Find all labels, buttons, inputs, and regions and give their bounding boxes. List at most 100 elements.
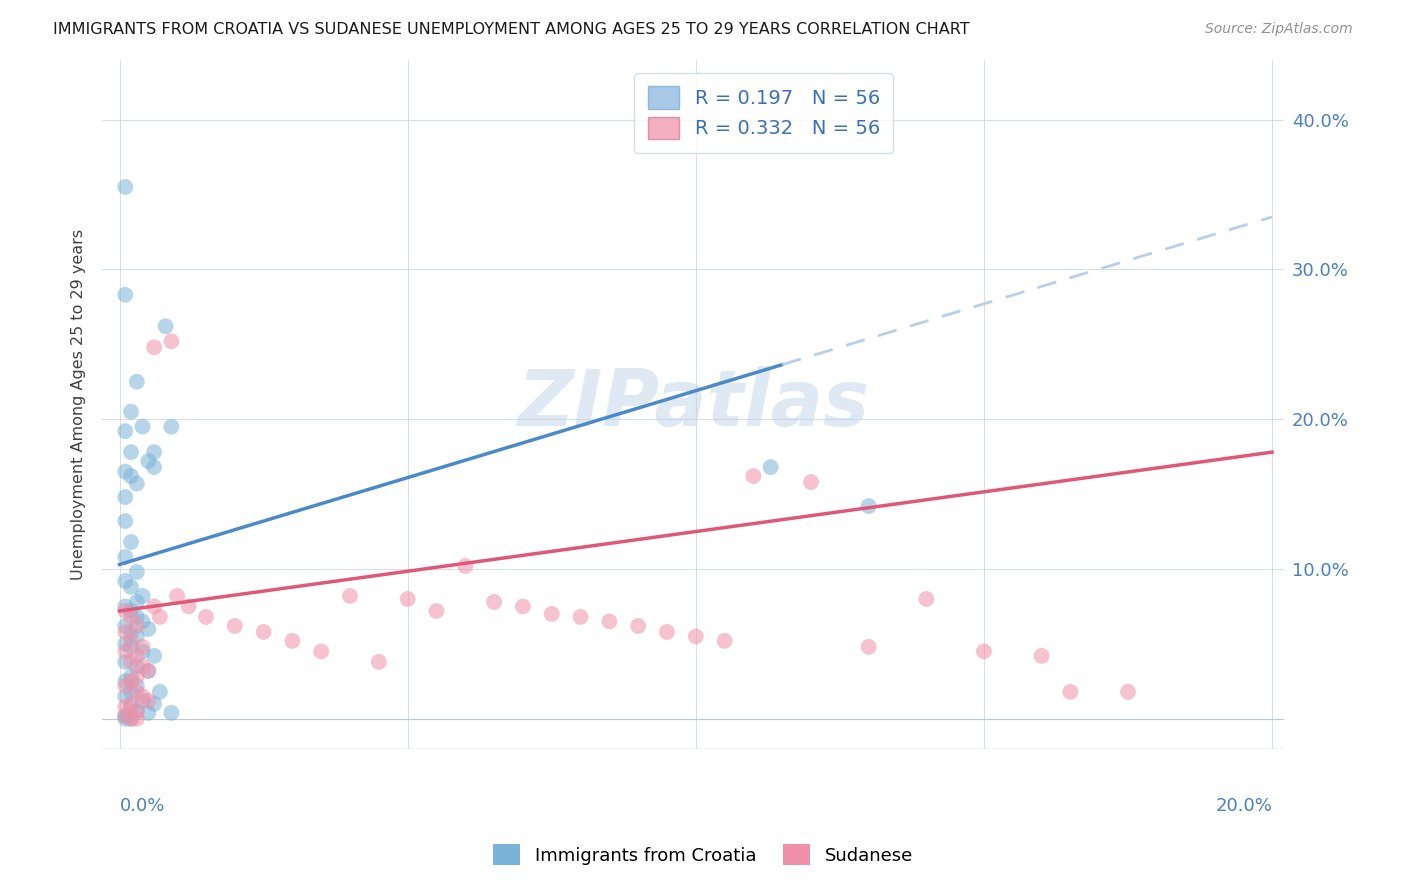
Point xyxy=(114,708,136,723)
Text: ZIPatlas: ZIPatlas xyxy=(517,367,869,442)
Point xyxy=(281,634,304,648)
Point xyxy=(136,622,159,636)
Point xyxy=(252,624,274,639)
Point xyxy=(120,580,142,594)
Point xyxy=(114,624,136,639)
Point xyxy=(143,599,166,614)
Point xyxy=(120,670,142,684)
Point xyxy=(131,690,153,704)
Point xyxy=(120,640,142,654)
Point xyxy=(114,690,136,704)
Point xyxy=(114,699,136,714)
Point xyxy=(120,712,142,726)
Point xyxy=(125,704,148,718)
Point xyxy=(125,619,148,633)
Point xyxy=(114,424,136,438)
Point xyxy=(114,619,136,633)
Point xyxy=(125,375,148,389)
Point xyxy=(627,619,650,633)
Point xyxy=(114,514,136,528)
Point xyxy=(655,624,678,639)
Point xyxy=(1031,648,1053,663)
Point xyxy=(160,334,183,349)
Point xyxy=(149,610,172,624)
Point xyxy=(114,599,136,614)
Point xyxy=(194,610,217,624)
Point xyxy=(114,490,136,504)
Point xyxy=(120,634,142,648)
Point xyxy=(309,644,332,658)
Point xyxy=(114,655,136,669)
Point xyxy=(120,610,142,624)
Point xyxy=(125,648,148,663)
Point xyxy=(114,465,136,479)
Point xyxy=(973,644,995,658)
Point xyxy=(742,469,765,483)
Point xyxy=(512,599,534,614)
Y-axis label: Unemployment Among Ages 25 to 29 years: Unemployment Among Ages 25 to 29 years xyxy=(72,228,86,580)
Point xyxy=(136,664,159,678)
Point xyxy=(136,664,159,678)
Text: Source: ZipAtlas.com: Source: ZipAtlas.com xyxy=(1205,22,1353,37)
Point xyxy=(125,704,148,718)
Legend: Immigrants from Croatia, Sudanese: Immigrants from Croatia, Sudanese xyxy=(486,837,920,872)
Point xyxy=(131,589,153,603)
Point xyxy=(131,644,153,658)
Legend: R = 0.197   N = 56, R = 0.332   N = 56: R = 0.197 N = 56, R = 0.332 N = 56 xyxy=(634,73,893,153)
Point xyxy=(177,599,200,614)
Point xyxy=(120,712,142,726)
Point xyxy=(915,591,938,606)
Point xyxy=(120,405,142,419)
Point xyxy=(120,624,142,639)
Point xyxy=(125,679,148,693)
Point xyxy=(120,535,142,549)
Point xyxy=(224,619,246,633)
Point xyxy=(136,706,159,720)
Point xyxy=(125,685,148,699)
Point xyxy=(143,648,166,663)
Point xyxy=(131,640,153,654)
Point xyxy=(125,629,148,643)
Point xyxy=(155,319,177,334)
Point xyxy=(120,655,142,669)
Point xyxy=(367,655,389,669)
Point xyxy=(125,670,148,684)
Point xyxy=(120,469,142,483)
Point xyxy=(125,595,148,609)
Point xyxy=(143,697,166,711)
Point xyxy=(114,549,136,564)
Point xyxy=(143,340,166,354)
Point xyxy=(713,634,735,648)
Point xyxy=(120,699,142,714)
Point xyxy=(120,604,142,618)
Point xyxy=(131,659,153,673)
Point xyxy=(114,604,136,618)
Point xyxy=(114,674,136,689)
Point xyxy=(114,180,136,194)
Point xyxy=(120,674,142,689)
Point xyxy=(120,685,142,699)
Point xyxy=(1116,685,1139,699)
Point xyxy=(114,708,136,723)
Point xyxy=(131,615,153,629)
Point xyxy=(160,706,183,720)
Point xyxy=(425,604,447,618)
Point xyxy=(114,712,136,726)
Text: 20.0%: 20.0% xyxy=(1215,797,1272,814)
Point xyxy=(1059,685,1081,699)
Point xyxy=(685,629,707,643)
Point xyxy=(160,419,183,434)
Point xyxy=(114,288,136,302)
Point xyxy=(114,637,136,651)
Point xyxy=(125,659,148,673)
Point xyxy=(454,559,477,574)
Point xyxy=(114,679,136,693)
Text: IMMIGRANTS FROM CROATIA VS SUDANESE UNEMPLOYMENT AMONG AGES 25 TO 29 YEARS CORRE: IMMIGRANTS FROM CROATIA VS SUDANESE UNEM… xyxy=(53,22,970,37)
Point xyxy=(114,644,136,658)
Point xyxy=(114,574,136,588)
Point xyxy=(569,610,592,624)
Point xyxy=(149,685,172,699)
Point xyxy=(136,454,159,468)
Point xyxy=(125,476,148,491)
Point xyxy=(540,607,562,621)
